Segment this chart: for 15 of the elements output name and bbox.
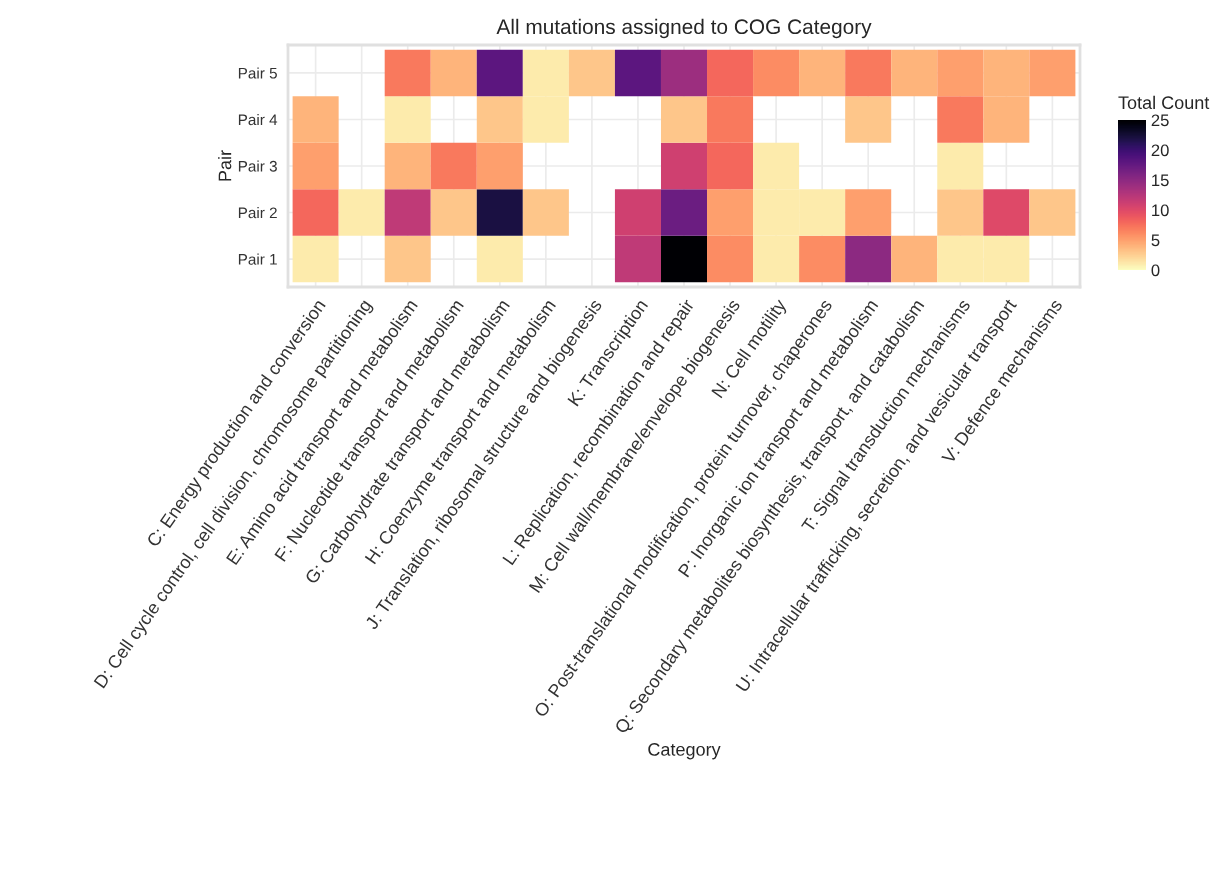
color-bar-label: 10 [1152,204,1169,217]
color-bar-label: 5 [1151,234,1160,247]
y-tick-label: Pair 2 [238,207,277,219]
y-tick-label: Pair 1 [238,253,277,265]
y-tick-label: Pair 4 [238,113,278,126]
x-axis-title: Category [648,743,721,760]
color-bar-label: 25 [1151,114,1169,127]
y-tick-label: Pair 3 [238,160,277,172]
chart-title: All mutations assigned to COG Category [496,18,872,39]
color-bar-label: 20 [1151,144,1169,157]
y-axis-title: Pair [218,150,232,181]
y-tick-label: Pair 5 [238,67,277,79]
color-bar-label: 15 [1152,174,1169,187]
legend-title: Total Count [1118,95,1210,110]
color-bar-label: 0 [1151,264,1160,277]
